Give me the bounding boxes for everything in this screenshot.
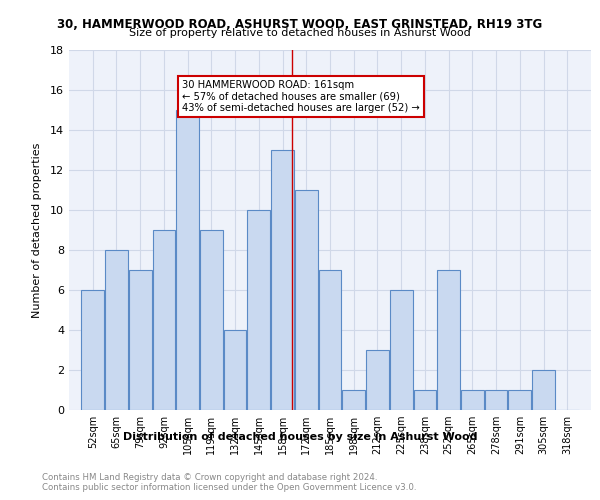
Text: Contains HM Land Registry data © Crown copyright and database right 2024.
Contai: Contains HM Land Registry data © Crown c… xyxy=(42,472,416,492)
Bar xyxy=(485,390,508,410)
Bar xyxy=(247,210,270,410)
Text: Size of property relative to detached houses in Ashurst Wood: Size of property relative to detached ho… xyxy=(129,28,471,38)
Bar xyxy=(105,250,128,410)
Bar xyxy=(200,230,223,410)
Bar xyxy=(152,230,175,410)
Bar xyxy=(129,270,152,410)
Bar xyxy=(271,150,294,410)
Text: Distribution of detached houses by size in Ashurst Wood: Distribution of detached houses by size … xyxy=(123,432,477,442)
Bar xyxy=(461,390,484,410)
Bar xyxy=(319,270,341,410)
Text: 30 HAMMERWOOD ROAD: 161sqm
← 57% of detached houses are smaller (69)
43% of semi: 30 HAMMERWOOD ROAD: 161sqm ← 57% of deta… xyxy=(182,80,420,113)
Bar xyxy=(532,370,555,410)
Bar xyxy=(413,390,436,410)
Bar xyxy=(295,190,317,410)
Bar xyxy=(366,350,389,410)
Bar xyxy=(82,290,104,410)
Bar xyxy=(508,390,531,410)
Bar xyxy=(437,270,460,410)
Text: 30, HAMMERWOOD ROAD, ASHURST WOOD, EAST GRINSTEAD, RH19 3TG: 30, HAMMERWOOD ROAD, ASHURST WOOD, EAST … xyxy=(58,18,542,30)
Bar xyxy=(343,390,365,410)
Bar xyxy=(390,290,413,410)
Bar xyxy=(224,330,247,410)
Y-axis label: Number of detached properties: Number of detached properties xyxy=(32,142,41,318)
Bar xyxy=(176,110,199,410)
